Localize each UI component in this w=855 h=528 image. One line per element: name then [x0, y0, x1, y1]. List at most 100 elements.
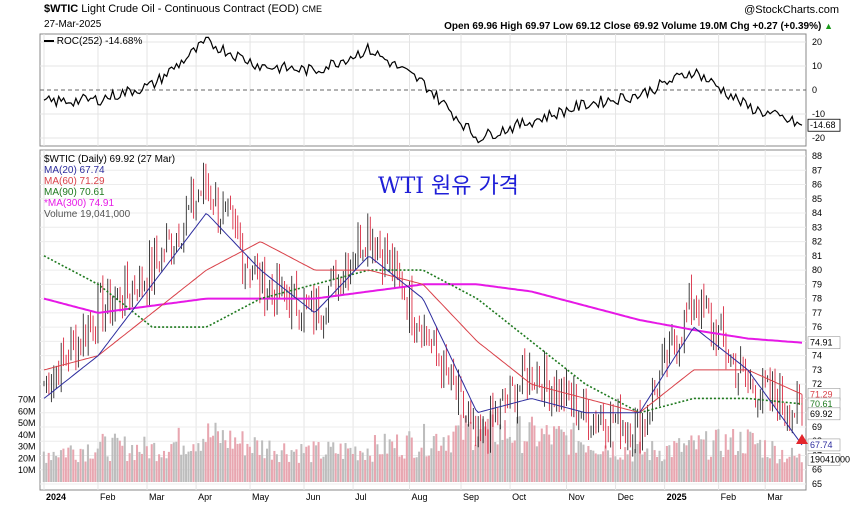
roc-line-icon	[44, 40, 54, 43]
legend-entry: $WTIC (Daily) 69.92 (27 Mar)	[44, 154, 176, 165]
volume-bar	[226, 447, 229, 482]
price-tick-label: 65	[812, 479, 822, 489]
volume-bar	[290, 450, 293, 482]
volume-bar	[162, 450, 166, 482]
volume-bar	[300, 444, 303, 482]
volume-bar	[305, 446, 308, 482]
volume-bar	[344, 443, 347, 482]
volume-bar	[113, 433, 116, 482]
volume-bar	[692, 440, 695, 482]
volume-bar	[288, 461, 291, 482]
volume-bar	[405, 435, 408, 482]
volume-bar	[221, 430, 224, 482]
volume-bar	[359, 450, 362, 482]
volume-bar	[741, 453, 744, 482]
volume-bar	[310, 462, 313, 482]
volume-bar	[415, 457, 418, 482]
roc-legend: ROC(252) -14.68%	[44, 36, 142, 47]
volume-bar	[469, 421, 472, 482]
volume-bar	[74, 459, 77, 482]
volume-bar	[84, 461, 87, 482]
volume-bar	[793, 455, 796, 482]
price-tick-label: 80	[812, 265, 822, 275]
volume-bar	[609, 457, 612, 482]
volume-bar	[52, 451, 55, 482]
legend-entry: MA(90) 70.61	[44, 187, 105, 198]
volume-bar	[45, 462, 48, 482]
volume-bar	[668, 445, 671, 482]
volume-bar	[673, 441, 676, 482]
volume-bar	[606, 450, 610, 482]
volume-bar	[86, 444, 89, 482]
volume-bar	[501, 439, 504, 482]
volume-bar	[77, 462, 80, 482]
volume-bar	[427, 455, 430, 482]
volume-bar	[189, 451, 193, 482]
volume-bar	[445, 450, 448, 482]
volume-bar	[297, 462, 300, 482]
price-tick-label: 83	[812, 222, 822, 232]
volume-bar	[508, 436, 511, 482]
volume-bar	[312, 441, 315, 482]
volume-bar	[518, 416, 521, 482]
volume-bar	[714, 429, 717, 482]
volume-bar	[202, 438, 205, 482]
volume-bar	[773, 445, 776, 482]
volume-bar	[555, 428, 558, 482]
close-value-tag: 69.92	[810, 409, 833, 419]
volume-bar	[614, 456, 617, 482]
volume-bar	[611, 441, 614, 482]
volume-bar	[570, 429, 573, 482]
volume-bar	[263, 458, 266, 482]
volume-bar	[648, 460, 651, 482]
volume-bar	[663, 459, 666, 482]
volume-tick-label: 40M	[18, 430, 36, 440]
volume-bar	[656, 456, 659, 482]
volume-bar	[710, 456, 713, 482]
price-tick-label: 85	[812, 194, 822, 204]
volume-bar	[364, 459, 367, 482]
volume-bar	[707, 459, 710, 482]
volume-bar	[597, 454, 600, 482]
volume-bar	[624, 447, 627, 482]
volume-bar	[234, 437, 237, 482]
volume-bar	[261, 440, 264, 482]
volume-bar	[594, 453, 597, 482]
brand-logo[interactable]: @StockCharts.com	[744, 4, 839, 16]
price-tick-label: 73	[812, 365, 822, 375]
volume-bar	[687, 440, 690, 482]
volume-bar	[315, 445, 318, 482]
volume-bar	[599, 454, 602, 482]
volume-bar	[388, 439, 391, 482]
volume-bar	[104, 436, 107, 482]
volume-bar	[91, 458, 94, 482]
volume-bar	[506, 438, 509, 482]
volume-bar	[408, 431, 411, 482]
volume-bar	[778, 459, 781, 482]
volume-bar	[467, 424, 470, 482]
volume-bar	[781, 449, 784, 482]
volume-bar	[256, 440, 259, 482]
volume-bar	[239, 443, 242, 482]
volume-bar	[665, 445, 668, 482]
volume-bar	[64, 457, 67, 482]
price-tick-label: 69	[812, 422, 822, 432]
volume-bar	[719, 450, 722, 482]
volume-bar	[472, 450, 475, 482]
volume-bar	[479, 429, 482, 482]
volume-bar	[761, 457, 764, 482]
volume-tick-label: 20M	[18, 453, 36, 463]
volume-value-tag-bg	[807, 453, 841, 466]
volume-bar	[641, 454, 644, 482]
volume-bar	[521, 453, 524, 482]
volume-bar	[185, 454, 188, 482]
volume-bar	[248, 446, 251, 482]
volume-bar	[768, 458, 771, 482]
volume-bar	[690, 435, 693, 482]
volume-bar	[59, 450, 62, 482]
volume-bar	[143, 436, 146, 482]
volume-bar	[410, 437, 413, 482]
volume-bar	[538, 441, 541, 482]
volume-bar	[126, 461, 129, 482]
